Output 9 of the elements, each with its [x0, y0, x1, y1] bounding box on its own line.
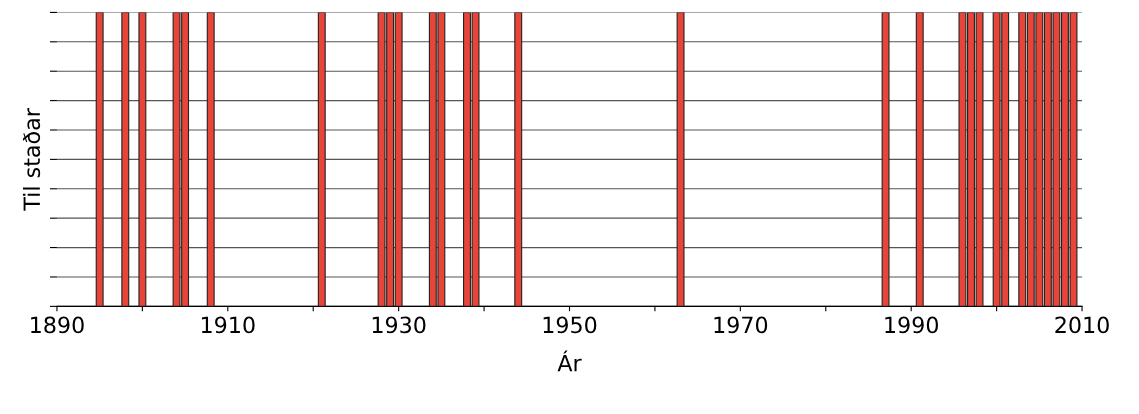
x-tick-label: 1990	[885, 316, 938, 334]
x-tick-label: 1890	[31, 316, 84, 334]
x-tick-label: 1970	[714, 316, 768, 334]
y-axis-title: Til staðar	[22, 108, 41, 211]
x-axis-title: Ár	[557, 350, 582, 372]
x-tick-label: 1910	[201, 316, 255, 334]
x-tick-label: 1930	[372, 316, 426, 334]
x-tick-label: 1950	[543, 316, 597, 334]
x-tick-label: 2010	[1055, 316, 1109, 334]
